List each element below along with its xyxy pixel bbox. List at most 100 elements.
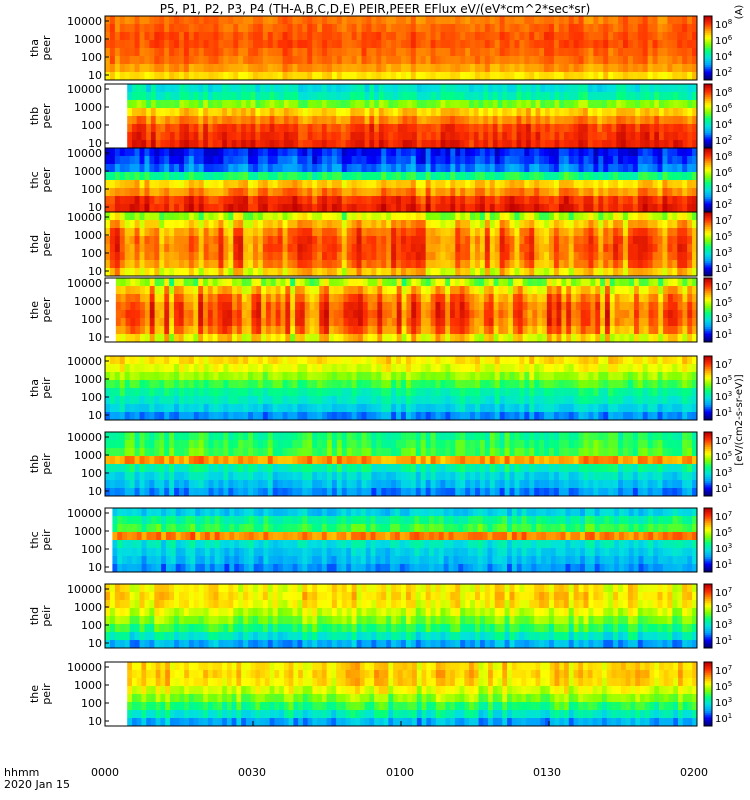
spectrogram-cell [623,204,629,213]
spectrogram-cell [571,334,577,343]
spectrogram-cell [124,396,131,405]
spectrogram-cell [184,108,190,117]
spectrogram-cell [454,326,461,335]
spectrogram-cell [450,156,456,165]
spectrogram-cell [371,268,377,277]
spectrogram-cell [222,286,228,295]
spectrogram-cell [134,188,141,197]
spectrogram-cell [393,124,399,133]
spectrogram-cell [129,40,136,49]
spectrogram-cell [327,180,333,189]
spectrogram-cell [302,220,308,229]
spectrogram-cell [169,24,175,33]
spectrogram-cell [223,172,229,181]
spectrogram-cell [374,108,380,117]
spectrogram-cell [331,244,338,253]
spectrogram-cell [549,116,556,125]
spectrogram-cell [109,356,116,365]
spectrogram-cell [568,212,575,221]
spectrogram-cell [282,164,289,173]
spectrogram-cell [292,212,298,221]
spectrogram-cell [376,244,382,253]
spectrogram-cell [642,148,649,157]
spectrogram-cell [105,72,111,81]
spectrogram-cell [662,180,668,189]
spectrogram-cell [193,188,200,197]
spectrogram-cell [144,412,150,421]
spectrogram-cell [647,72,654,81]
spectrogram-cell [382,334,388,343]
spectrogram-cell [578,32,585,41]
spectrogram-cell [238,196,244,205]
spectrogram-cell [556,286,562,295]
spectrogram-cell [415,212,422,221]
spectrogram-cell [203,100,209,109]
spectrogram-cell [460,48,466,57]
spectrogram-cell [203,334,209,343]
spectrogram-cell [692,100,698,109]
spectrogram-cell [277,236,284,245]
spectrogram-cell [302,196,308,205]
spectrogram-cell [160,108,166,117]
spectrogram-cell [262,156,269,165]
spectrogram-cell [568,24,575,33]
spectrogram-cell [297,244,303,253]
spectrogram-cell [119,236,126,245]
spectrogram-cell [621,100,627,109]
spectrogram-cell [534,204,540,213]
spectrogram-cell [223,32,229,41]
spectrogram-cell [322,252,328,261]
spectrogram-cell [627,64,634,73]
spectrogram-cell [590,310,596,319]
spectrogram-cell [188,100,195,109]
spectrogram-cell [381,164,387,173]
spectrogram-cell [353,286,359,295]
spectrogram-cell [223,156,229,165]
spectrogram-cell [321,84,328,93]
spectrogram-cell [535,108,541,117]
spectrogram-cell [238,40,244,49]
spectrogram-cell [566,334,572,343]
spectrogram-cell [129,396,136,405]
spectrogram-cell [358,334,364,343]
spectrogram-cell [355,116,361,125]
spectrogram-cell [488,334,495,343]
spectrogram-cell [558,228,565,237]
spectrogram-cell [469,100,475,109]
spectrogram-cell [198,132,204,141]
spectrogram-cell [603,64,609,73]
spectrogram-cell [391,268,397,277]
spectrogram-cell [583,56,589,65]
spectrogram-cell [405,172,412,181]
spectrogram-cell [483,278,490,287]
spectrogram-cell [257,188,264,197]
spectrogram-cell [150,132,157,141]
spectrogram-cell [322,72,328,81]
spectrogram-cell [592,100,598,109]
spectrogram-cell [425,244,432,253]
spectrogram-cell [376,164,382,173]
spectrogram-cell [312,180,318,189]
spectrogram-cell [253,48,259,57]
spectrogram-cell [203,92,209,101]
spectrogram-cell [351,268,358,277]
spectrogram-cell [134,172,141,181]
spectrogram-cell [573,56,580,65]
spectrogram-cell [338,326,344,335]
spectrogram-cell [213,148,219,157]
spectrogram-cell [198,32,205,41]
spectrogram-cell [604,294,611,303]
spectrogram-cell [198,148,205,157]
spectrogram-cell [682,252,688,261]
spectrogram-cell [302,148,308,157]
spectrogram-cell [341,40,348,49]
spectrogram-cell [149,56,155,65]
spectrogram-cell [391,220,397,229]
spectrogram-cell [527,294,533,303]
spectrogram-cell [627,180,634,189]
spectrogram-cell [366,24,372,33]
spectrogram-cell [343,302,349,311]
spectrogram-cell [388,124,394,133]
spectrogram-cell [667,294,674,303]
